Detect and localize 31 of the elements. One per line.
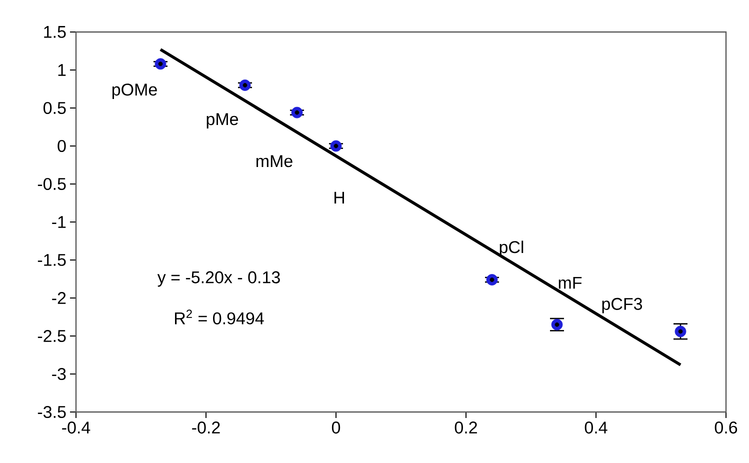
annotation: mMe <box>256 155 292 168</box>
point <box>486 274 498 286</box>
x-tick-label: -0.2 <box>192 422 220 434</box>
y-tick-label: -3 <box>52 368 66 380</box>
annotation: pOMe <box>112 84 157 99</box>
y-tick-label: 0.5 <box>43 102 66 114</box>
y-tick-label: 0 <box>58 140 66 152</box>
annotation: y = -5.20x - 0.13 <box>157 271 280 287</box>
point <box>330 140 342 152</box>
annotation: pCF3 <box>602 298 642 314</box>
x-tick-label: 0.6 <box>714 422 738 434</box>
annotation: R$^{2}$ = 0.9494 <box>175 310 264 324</box>
y-tick-label: -0.5 <box>38 178 66 190</box>
x-tick-label: 0.4 <box>584 422 608 434</box>
annotation: mF <box>558 276 582 289</box>
x-tick-label: 0.2 <box>454 422 477 434</box>
annotation: pMe <box>206 113 238 129</box>
y-tick-label: -1.5 <box>38 254 66 266</box>
y-tick-label: 1.5 <box>44 26 66 38</box>
point <box>154 58 166 70</box>
y-tick-label: -2.5 <box>38 330 66 342</box>
x-tick-label: -0.4 <box>62 422 90 434</box>
y-tick-label: -3.5 <box>38 406 66 418</box>
annotation: pCl <box>500 240 524 257</box>
point <box>239 79 251 91</box>
y-tick-label: 1 <box>58 64 66 76</box>
y-tick-label: -1 <box>52 216 66 228</box>
annotation: H <box>334 192 344 204</box>
x-tick-label: 0 <box>332 422 340 434</box>
point <box>291 106 303 118</box>
y-tick-label: -2 <box>52 292 66 304</box>
